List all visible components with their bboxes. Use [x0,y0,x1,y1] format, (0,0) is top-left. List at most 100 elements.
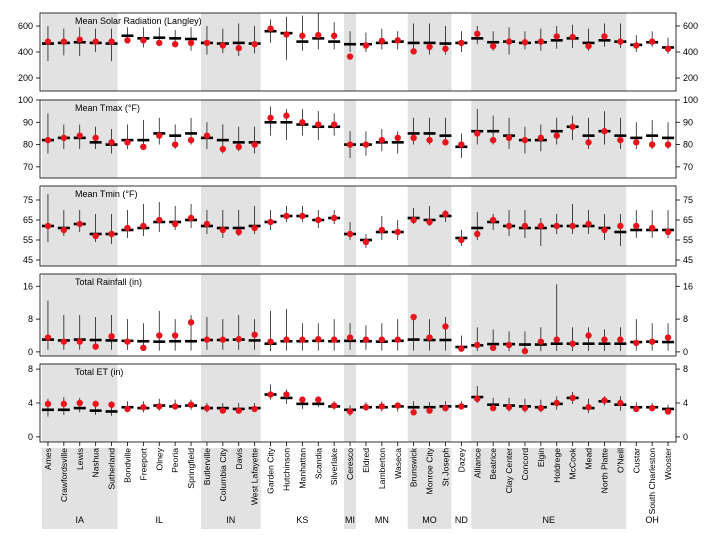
observed-point [346,141,354,148]
station-label: West Lafayette [250,448,260,505]
observed-point [251,405,258,413]
observed-point [442,323,449,330]
observed-point [187,214,195,222]
observed-point [426,43,433,50]
observed-point [378,37,386,45]
observed-point [315,335,322,343]
observed-point [251,331,258,338]
y-tick-label-right: 80 [683,140,693,150]
observed-point [489,344,497,351]
observed-point [426,136,433,144]
station-label: Hutchinson [281,448,291,491]
observed-point [171,332,179,339]
state-label: OH [645,515,659,525]
y-tick-label-right: 90 [683,117,693,127]
y-tick-label-left: 100 [18,95,33,105]
observed-point [330,32,338,39]
observed-point [171,141,179,148]
observed-point [108,38,115,45]
station-label: McCook [568,447,578,479]
observed-point [219,336,227,343]
panel-title: Total Rainfall (in) [75,277,142,287]
y-tick-label-right: 400 [683,47,698,57]
state-label: KS [296,515,308,525]
observed-point [156,403,163,410]
state-label: IN [226,515,235,525]
observed-point [458,403,465,410]
observed-point [299,336,306,343]
observed-point [315,216,322,224]
observed-point [601,33,608,40]
observed-point [203,404,211,412]
observed-point [346,53,354,60]
observed-point [378,136,386,144]
observed-point [235,407,242,414]
panel-3: Mean Tmin (°F) 45 45 55 55 65 65 75 75 [23,185,693,267]
station-label: Davis [234,448,244,470]
observed-point [267,114,274,122]
observed-point [108,401,115,408]
observed-point [187,136,195,144]
y-tick-label-right: 75 [683,195,693,205]
observed-point [283,391,290,398]
y-tick-label-left: 90 [23,117,33,127]
observed-point [171,220,179,228]
observed-point [330,121,338,128]
observed-point [362,238,370,246]
observed-point [521,39,529,46]
observed-point [505,341,513,349]
observed-point [315,121,322,128]
observed-point [601,397,608,404]
y-tick-label-left: 70 [23,162,33,172]
observed-point [92,134,99,142]
station-label: Holdrege [552,448,562,483]
observed-point [633,42,640,49]
observed-point [60,38,68,45]
y-tick-label-left: 75 [23,195,33,205]
observed-point [505,404,513,411]
state-band-ne [471,100,627,178]
observed-point [648,404,656,412]
station-label: Garden City [266,447,276,494]
y-tick-label-left: 55 [23,235,33,245]
observed-point [458,39,465,47]
observed-point [156,132,163,139]
observed-point [251,224,258,232]
observed-point [553,132,560,139]
station-label: Butlerville [202,448,212,485]
observed-point [362,141,370,148]
station-label: Lewis [75,448,85,470]
observed-point [251,41,258,48]
observed-point [585,42,592,50]
observed-point [553,399,560,407]
y-tick-label-right: 0 [683,432,688,442]
observed-point [378,226,386,234]
observed-point [664,334,672,341]
observed-point [585,404,592,411]
observed-point [156,332,163,339]
observed-point [553,336,560,343]
station-label: Bondville [122,448,132,483]
observed-point [171,41,179,48]
state-label: IA [75,515,84,525]
observed-point [664,408,672,415]
y-tick-label-left: 0 [28,347,33,357]
station-label: St Joseph [440,448,450,486]
observed-point [140,222,147,230]
observed-point [140,143,147,150]
observed-point [283,31,290,38]
observed-point [569,394,576,402]
observed-point [346,334,354,341]
observed-point [410,313,417,321]
observed-point [553,222,560,230]
observed-point [458,141,465,148]
state-band-mi [344,274,356,356]
observed-point [362,336,370,343]
y-tick-label-right: 55 [683,235,693,245]
observed-point [235,228,242,236]
state-label: NE [543,515,556,525]
observed-point [394,336,401,343]
observed-point [521,136,529,144]
observed-point [394,134,401,142]
state-band-label-area-mo [407,448,452,529]
